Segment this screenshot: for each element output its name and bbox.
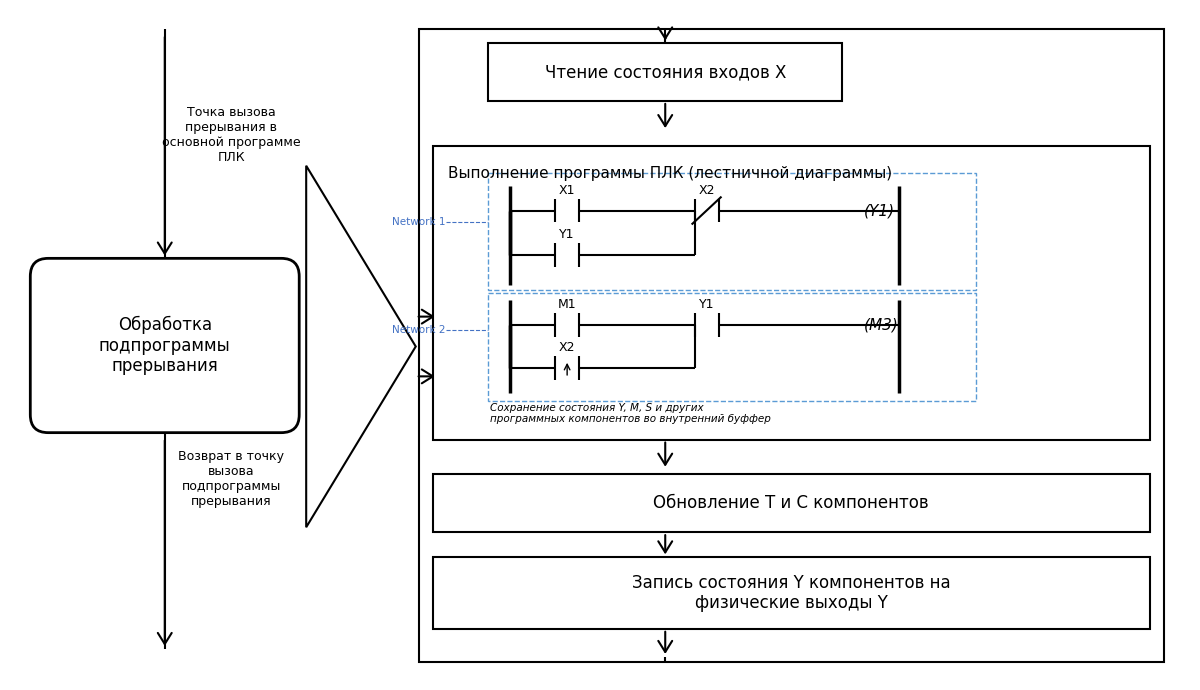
- Bar: [433, 475, 1150, 532]
- Bar: [488, 172, 977, 290]
- Text: X1: X1: [559, 184, 575, 197]
- Text: (М3): (М3): [864, 317, 899, 333]
- Text: Запись состояния Y компонентов на
физические выходы Y: Запись состояния Y компонентов на физиче…: [632, 573, 950, 613]
- Bar: [419, 29, 1164, 662]
- Bar: [488, 293, 977, 401]
- Text: Network 1: Network 1: [392, 217, 445, 228]
- Text: Чтение состояния входов Х: Чтение состояния входов Х: [545, 63, 786, 81]
- Text: (Y1): (Y1): [864, 203, 895, 218]
- Text: Выполнение программы ПЛК (лестничной диаграммы): Выполнение программы ПЛК (лестничной диа…: [448, 166, 892, 181]
- Text: Обработка
подпрограммы
прерывания: Обработка подпрограммы прерывания: [98, 315, 230, 375]
- Text: Возврат в точку
вызова
подпрограммы
прерывания: Возврат в точку вызова подпрограммы прер…: [179, 450, 284, 508]
- Text: Сохранение состояния Y, M, S и других
программных компонентов во внутренний буфф: Сохранение состояния Y, M, S и других пр…: [491, 403, 772, 424]
- Bar: [433, 146, 1150, 440]
- Text: Y1: Y1: [559, 228, 575, 242]
- Text: Y1: Y1: [698, 298, 714, 311]
- Text: X2: X2: [698, 184, 715, 197]
- FancyBboxPatch shape: [30, 258, 299, 433]
- Text: M1: M1: [558, 298, 576, 311]
- Bar: [433, 557, 1150, 629]
- Text: Network 2: Network 2: [392, 325, 445, 335]
- Text: Обновление Т и С компонентов: Обновление Т и С компонентов: [654, 494, 929, 513]
- Text: Точка вызова
прерывания в
основной программе
ПЛК: Точка вызова прерывания в основной прогр…: [162, 106, 301, 164]
- Bar: [488, 43, 842, 101]
- Text: X2: X2: [559, 341, 575, 354]
